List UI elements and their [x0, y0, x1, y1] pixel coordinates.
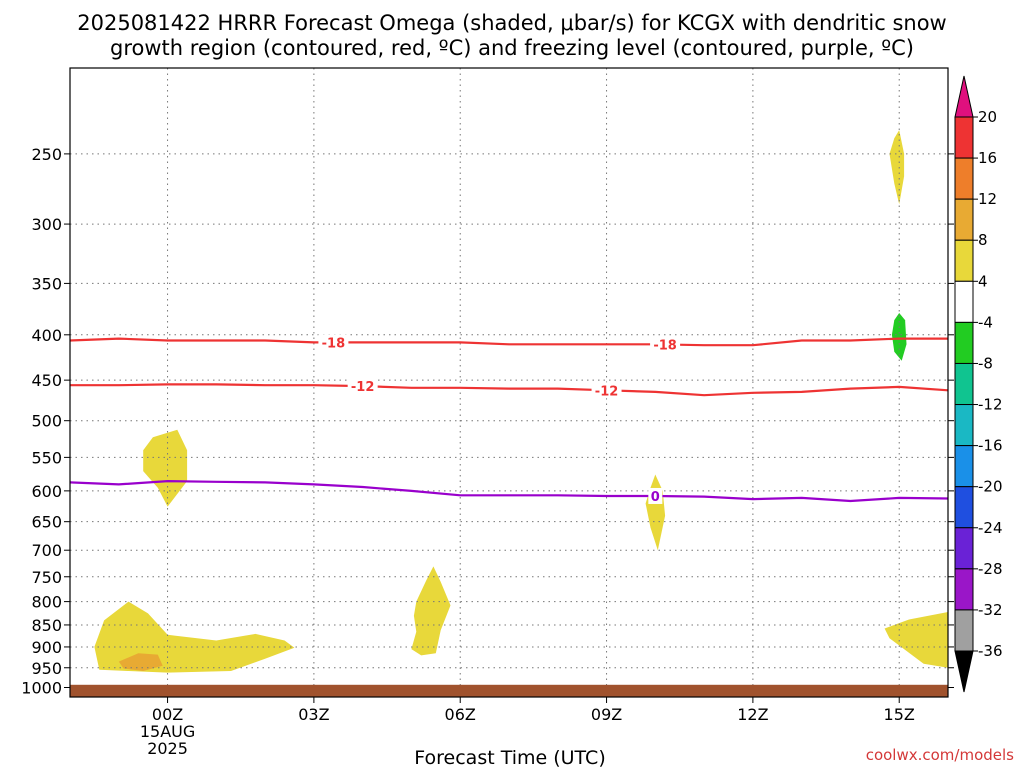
colorbar-label: -32: [978, 601, 1003, 619]
colorbar-label: 16: [978, 149, 997, 167]
x-axis-label: Forecast Time (UTC): [414, 747, 605, 768]
plot-area: -18 -18 -12 -12 0 250 300 350 400 450 500 550 600 650…: [21, 67, 954, 758]
colorbar-label: 4: [978, 272, 988, 290]
contour-label-bg: [650, 336, 681, 353]
colorbar-bin: [954, 239, 974, 282]
y-tick-label: 900: [31, 638, 62, 657]
colorbar-bin: [954, 116, 974, 159]
contour-label: -18: [322, 336, 346, 351]
colorbar-bin: [954, 157, 974, 200]
colorbar-label: -28: [978, 560, 1003, 578]
y-tick-label: 550: [31, 448, 62, 467]
contour-label-bg: [318, 334, 349, 351]
plot-frame: [69, 67, 949, 698]
y-tick-label: 450: [31, 371, 62, 390]
colorbar-bin: [954, 404, 974, 447]
colorbar-label: -24: [978, 519, 1003, 537]
contour-label: -12: [351, 380, 375, 395]
colorbar-label: -12: [978, 396, 1003, 414]
omega-region-4: [645, 474, 666, 551]
x-tick-sublabel: 2025: [147, 739, 188, 758]
x-tick-label: 15Z: [884, 705, 915, 724]
colorbar-bin: [954, 198, 974, 241]
colorbar-bin: [954, 609, 974, 652]
y-tick-label: 400: [31, 326, 62, 345]
x-tick-label: 09Z: [591, 705, 622, 724]
contour-label: 0: [651, 490, 660, 505]
colorbar-bin: [954, 568, 974, 611]
colorbar-label: -36: [978, 642, 1003, 660]
y-tick-label: 350: [31, 274, 62, 293]
y-tick-label: 700: [31, 541, 62, 560]
colorbar-bin: [954, 486, 974, 529]
chart-title-line1: 2025081422 HRRR Forecast Omega (shaded, …: [77, 11, 946, 35]
colorbar-bottom-arrow: [954, 650, 974, 693]
chart-title-line2: growth region (contoured, red, ºC) and f…: [110, 36, 914, 60]
y-tick-label: 800: [31, 593, 62, 612]
contour-label: -18: [653, 338, 677, 353]
colorbar-label: -4: [978, 313, 993, 331]
y-tick-label: 750: [31, 568, 62, 587]
x-tick-label: 12Z: [737, 705, 768, 724]
colorbar-top-arrow: [954, 75, 974, 118]
y-tick-label: 500: [31, 412, 62, 431]
y-tick-label: 250: [31, 145, 62, 164]
colorbar-label: 12: [978, 190, 997, 208]
y-tick-label: 300: [31, 215, 62, 234]
colorbar-label: -8: [978, 354, 993, 372]
colorbar-bin: [954, 445, 974, 488]
surface-ground: [70, 684, 948, 697]
colorbar-label: 20: [978, 108, 997, 126]
y-tick-label: 850: [31, 616, 62, 635]
contour-label-bg: [591, 382, 622, 399]
x-tick-label: 03Z: [298, 705, 329, 724]
colorbar-bin: [954, 321, 974, 364]
y-tick-label: 600: [31, 482, 62, 501]
colorbar: 20 16 12 8 4 -4 -8 -12 -16 -20 -24 -28 -32 -36: [954, 75, 1003, 693]
omega-region-0: [143, 429, 188, 507]
x-tick-label: 06Z: [445, 705, 476, 724]
contour-line-0: [69, 337, 948, 347]
y-tick-label: 650: [31, 513, 62, 532]
contour-label-bg: [347, 378, 378, 395]
contour-label-bg: [648, 487, 663, 504]
omega-region-7: [884, 612, 948, 668]
contour-line-2: [69, 479, 949, 503]
x-tick-label: 00Z: [152, 705, 183, 724]
y-tick-label: 1000: [21, 678, 62, 697]
colorbar-bin: [954, 280, 974, 323]
y-tick-label: 950: [31, 659, 62, 678]
omega-region-2: [118, 653, 163, 671]
colorbar-bin: [954, 527, 974, 570]
colorbar-label: 8: [978, 231, 988, 249]
credit-text: coolwx.com/models: [866, 746, 1014, 764]
omega-region-3: [411, 566, 451, 656]
colorbar-bin: [954, 362, 974, 406]
colorbar-label: -16: [978, 437, 1003, 455]
x-tick-sublabel: 15AUG: [140, 722, 195, 741]
contour-line-1: [70, 383, 949, 397]
omega-region-5: [889, 130, 905, 205]
contour-label: -12: [595, 384, 619, 399]
colorbar-label: -20: [978, 478, 1003, 496]
omega-region-6: [891, 313, 907, 361]
